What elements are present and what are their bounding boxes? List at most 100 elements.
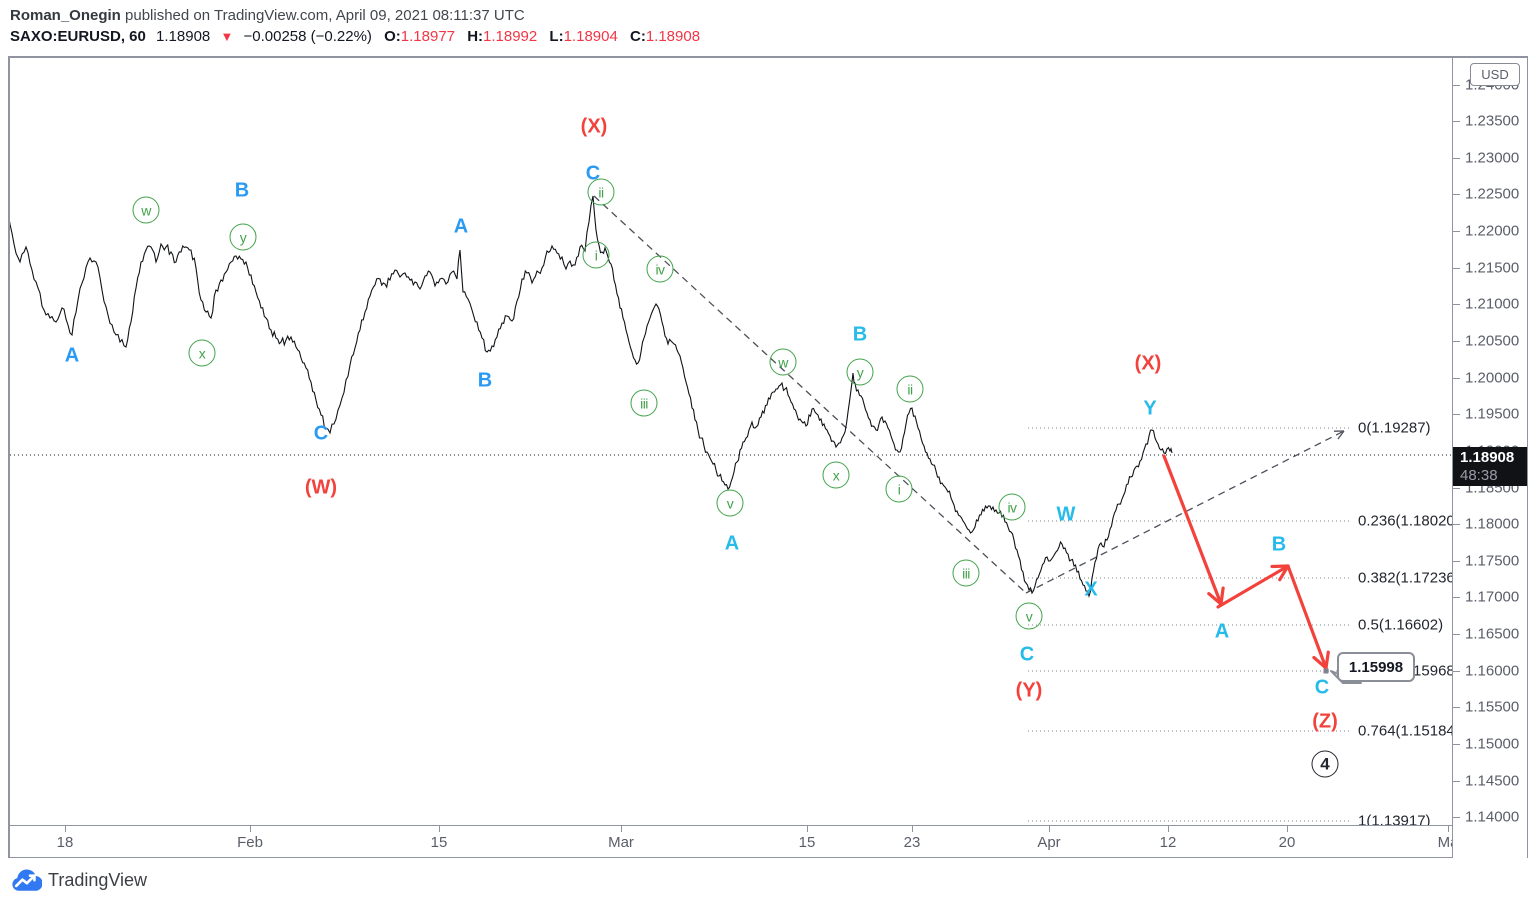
- price-tick-mark: [1453, 524, 1460, 525]
- price-tick-mark: [1453, 231, 1460, 232]
- wave-label-blue: C: [585, 162, 601, 185]
- price-tick-mark: [1453, 707, 1460, 708]
- low-value: 1.18904: [563, 28, 618, 45]
- symbol-title[interactable]: SAXO:EURUSD, 60: [10, 28, 146, 45]
- time-tick-label: Feb: [237, 834, 263, 851]
- price-tick-mark: [1453, 121, 1460, 122]
- time-tick-mark: [1287, 826, 1288, 832]
- price-tick-mark: [1453, 634, 1460, 635]
- price-tooltip: 1.15998: [1337, 652, 1415, 682]
- wave-degree-badge: 4: [1311, 750, 1339, 778]
- price-tick-mark: [1453, 268, 1460, 269]
- close-value: 1.18908: [645, 28, 701, 45]
- currency-badge: USD: [1470, 63, 1520, 86]
- price-tick-mark: [1453, 158, 1460, 159]
- price-tick-label: 1.20500: [1465, 332, 1520, 350]
- header: Roman_Onegin published on TradingView.co…: [10, 6, 700, 46]
- wave-label-red: (X): [580, 115, 608, 138]
- wave-label-green-circle: v: [1015, 602, 1043, 630]
- time-tick-mark: [1049, 826, 1050, 832]
- tradingview-logo-text[interactable]: TradingView: [48, 870, 148, 890]
- wave-label-red: (Y): [1015, 679, 1043, 702]
- wave-label-green-circle: iv: [998, 493, 1026, 521]
- price-tick-mark: [1453, 597, 1460, 598]
- fib-level-label: 0.764(1.15184): [1358, 722, 1460, 740]
- price-tick-mark: [1453, 671, 1460, 672]
- wave-label-cyan: C: [1314, 676, 1330, 699]
- time-tick-mark: [621, 826, 622, 832]
- wave-label-red: (Z): [1312, 710, 1338, 733]
- close-label: C:: [630, 28, 646, 45]
- price-tick-label: 1.22000: [1465, 222, 1520, 240]
- time-tick-label: 20: [1278, 834, 1296, 851]
- wave-label-green-circle: y: [846, 358, 874, 386]
- chart-plot-area[interactable]: [8, 56, 1452, 825]
- wave-label-cyan: W: [1056, 503, 1076, 526]
- time-tick-label: Ma: [1437, 834, 1452, 851]
- wave-label-green-circle: ii: [587, 178, 615, 206]
- fib-level-label: 0.5(1.16602): [1358, 616, 1444, 634]
- wave-label-cyan: A: [1214, 620, 1230, 643]
- author-name[interactable]: Roman_Onegin: [10, 7, 121, 24]
- price-tick-mark: [1453, 561, 1460, 562]
- price-tick-label: 1.18000: [1465, 515, 1520, 533]
- price-axis[interactable]: USD 1.240001.235001.230001.225001.220001…: [1452, 56, 1528, 858]
- published-text: published on TradingView.com, April 09, …: [120, 7, 525, 24]
- time-tick-label: 15: [798, 834, 816, 851]
- price-tick-label: 1.16500: [1465, 625, 1520, 643]
- time-tick-mark: [912, 826, 913, 832]
- wave-degree-number: 4: [1320, 754, 1330, 773]
- price-tick-mark: [1453, 85, 1460, 86]
- time-tick-label: Apr: [1037, 834, 1061, 851]
- wave-label-green-circle: iii: [952, 559, 980, 587]
- wave-label-cyan: A: [724, 532, 740, 555]
- open-label: O:: [384, 28, 401, 45]
- fib-level-label: 0.236(1.18020): [1358, 512, 1460, 530]
- fib-level-label: 0.382(1.17236): [1358, 569, 1460, 587]
- price-change: −0.00258 (−0.22%): [243, 28, 372, 45]
- price-tick-label: 1.17000: [1465, 588, 1520, 606]
- time-tick-label: 18: [56, 834, 74, 851]
- price-tooltip-value: 1.15998: [1348, 658, 1404, 676]
- price-tick-mark: [1453, 817, 1460, 818]
- time-tick-mark: [1448, 826, 1449, 832]
- wave-label-green-circle: i: [582, 241, 610, 269]
- tradingview-logo-icon[interactable]: [10, 868, 43, 894]
- wave-label-blue: B: [477, 369, 493, 392]
- time-tick-label: 12: [1159, 834, 1177, 851]
- wave-label-blue: B: [234, 179, 250, 202]
- time-tick-label: Mar: [608, 834, 634, 851]
- wave-label-cyan: B: [852, 323, 868, 346]
- wave-label-green-circle: x: [822, 461, 850, 489]
- symbol-line: SAXO:EURUSD, 60 1.18908 ▼ −0.00258 (−0.2…: [10, 27, 700, 46]
- publish-line: Roman_Onegin published on TradingView.co…: [10, 6, 700, 25]
- footer: TradingView: [0, 858, 1536, 903]
- price-tick-mark: [1453, 488, 1460, 489]
- price-tick-label: 1.14000: [1465, 808, 1520, 826]
- time-tick-label: 23: [903, 834, 921, 851]
- price-tick-mark: [1453, 414, 1460, 415]
- wave-label-cyan: Y: [1143, 397, 1157, 420]
- wave-label-green-circle: iii: [630, 389, 658, 417]
- wave-label-red: (W): [304, 476, 338, 499]
- price-tick-label: 1.23500: [1465, 112, 1520, 130]
- wave-label-green-circle: x: [188, 339, 216, 367]
- time-tick-label: 15: [430, 834, 448, 851]
- wave-label-green-circle: v: [716, 489, 744, 517]
- price-tick-label: 1.21000: [1465, 295, 1520, 313]
- price-tick-label: 1.14500: [1465, 772, 1520, 790]
- time-axis[interactable]: 18 Feb 15 Mar 15 23 Apr 12 20 Ma: [8, 825, 1452, 858]
- wave-label-cyan: C: [1019, 643, 1035, 666]
- price-tick-mark: [1453, 781, 1460, 782]
- price-tick-label: 1.15500: [1465, 698, 1520, 716]
- time-tick-mark: [250, 826, 251, 832]
- last-price: 1.18908: [156, 28, 211, 45]
- price-tick-label: 1.16000: [1465, 662, 1520, 680]
- price-tick-label: 1.23000: [1465, 149, 1520, 167]
- time-tick-mark: [65, 826, 66, 832]
- fib-level-label: 0(1.19287): [1358, 419, 1431, 437]
- time-tick-mark: [439, 826, 440, 832]
- wave-label-blue: A: [453, 215, 469, 238]
